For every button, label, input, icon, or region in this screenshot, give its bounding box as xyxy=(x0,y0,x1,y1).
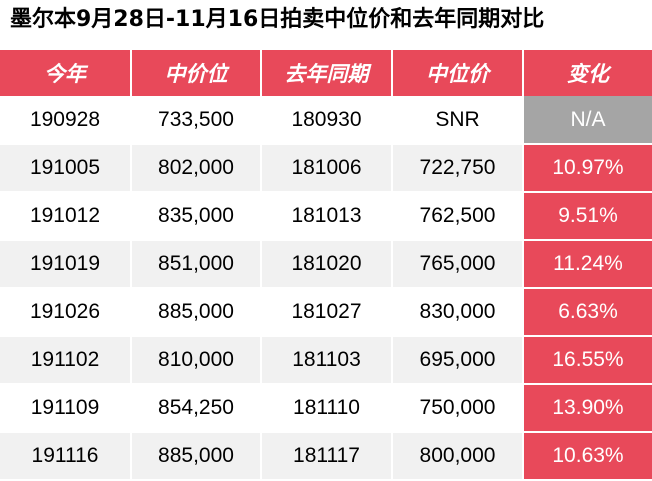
cell-median-last-year: 762,500 xyxy=(392,192,524,241)
cell-change: 10.97% xyxy=(523,144,652,193)
cell-median-this-year: 851,000 xyxy=(131,240,262,289)
auction-median-table: 今年 中价位 去年同期 中位价 变化 190928 733,500 180930 SN… xyxy=(0,50,652,481)
cell-median-last-year: SNR xyxy=(392,96,524,145)
cell-change: 13.90% xyxy=(523,384,652,433)
cell-median-this-year: 802,000 xyxy=(131,144,262,193)
cell-change: N/A xyxy=(523,96,652,145)
cell-date-last-year: 181006 xyxy=(261,144,393,193)
table-row: 191012 835,000 181013 762,500 9.51% xyxy=(0,192,652,241)
header-row: 今年 中价位 去年同期 中位价 变化 xyxy=(0,50,652,96)
cell-date-this-year: 191005 xyxy=(0,144,132,193)
cell-change: 10.63% xyxy=(523,432,652,481)
cell-change: 6.63% xyxy=(523,288,652,337)
cell-date-this-year: 191116 xyxy=(0,432,132,481)
cell-date-last-year: 181027 xyxy=(261,288,393,337)
table-row: 191026 885,000 181027 830,000 6.63% xyxy=(0,288,652,337)
cell-date-this-year: 191102 xyxy=(0,336,132,385)
header-median-this-year: 中价位 xyxy=(131,50,262,96)
cell-median-last-year: 750,000 xyxy=(392,384,524,433)
cell-date-last-year: 181103 xyxy=(261,336,393,385)
table-row: 191019 851,000 181020 765,000 11.24% xyxy=(0,240,652,289)
header-median-last-year: 中位价 xyxy=(392,50,524,96)
cell-median-last-year: 765,000 xyxy=(392,240,524,289)
cell-date-last-year: 181110 xyxy=(261,384,393,433)
cell-median-this-year: 885,000 xyxy=(131,288,262,337)
cell-date-this-year: 191026 xyxy=(0,288,132,337)
cell-date-last-year: 180930 xyxy=(261,96,393,145)
cell-date-last-year: 181013 xyxy=(261,192,393,241)
cell-date-this-year: 190928 xyxy=(0,96,132,145)
cell-date-last-year: 181020 xyxy=(261,240,393,289)
cell-change: 11.24% xyxy=(523,240,652,289)
header-change: 变化 xyxy=(523,50,652,96)
chart-title: 墨尔本9月28日-11月16日拍卖中位价和去年同期对比 xyxy=(10,7,545,32)
cell-median-last-year: 830,000 xyxy=(392,288,524,337)
table-row: 191116 885,000 181117 800,000 10.63% xyxy=(0,432,652,481)
cell-median-last-year: 722,750 xyxy=(392,144,524,193)
table-row: 191109 854,250 181110 750,000 13.90% xyxy=(0,384,652,433)
table-row: 190928 733,500 180930 SNR N/A xyxy=(0,96,652,145)
header-same-period-last-year: 去年同期 xyxy=(261,50,393,96)
cell-change: 16.55% xyxy=(523,336,652,385)
table-row: 191102 810,000 181103 695,000 16.55% xyxy=(0,336,652,385)
cell-date-this-year: 191109 xyxy=(0,384,132,433)
cell-median-this-year: 885,000 xyxy=(131,432,262,481)
cell-date-this-year: 191019 xyxy=(0,240,132,289)
cell-median-this-year: 810,000 xyxy=(131,336,262,385)
cell-median-this-year: 854,250 xyxy=(131,384,262,433)
table-row: 191005 802,000 181006 722,750 10.97% xyxy=(0,144,652,193)
cell-median-this-year: 835,000 xyxy=(131,192,262,241)
header-this-year: 今年 xyxy=(0,50,132,96)
cell-median-this-year: 733,500 xyxy=(131,96,262,145)
cell-change: 9.51% xyxy=(523,192,652,241)
cell-median-last-year: 800,000 xyxy=(392,432,524,481)
cell-date-this-year: 191012 xyxy=(0,192,132,241)
cell-median-last-year: 695,000 xyxy=(392,336,524,385)
cell-date-last-year: 181117 xyxy=(261,432,393,481)
